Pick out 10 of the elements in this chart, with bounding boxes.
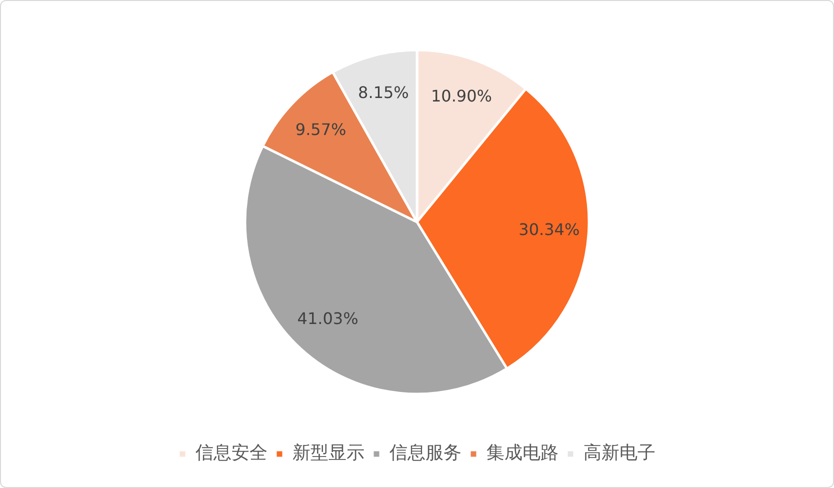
data-label: 9.57% [295,120,346,140]
data-label: 41.03% [297,309,358,328]
legend-label: 信息服务 [390,442,462,464]
legend-label: 高新电子 [584,442,656,464]
data-label: 10.90% [430,86,492,106]
data-label: 8.15% [358,83,409,102]
legend-label: 集成电路 [486,442,558,464]
legend-label: 信息安全 [196,442,268,464]
legend-label: 新型显示 [292,442,364,464]
data-label: 30.34% [518,220,580,240]
